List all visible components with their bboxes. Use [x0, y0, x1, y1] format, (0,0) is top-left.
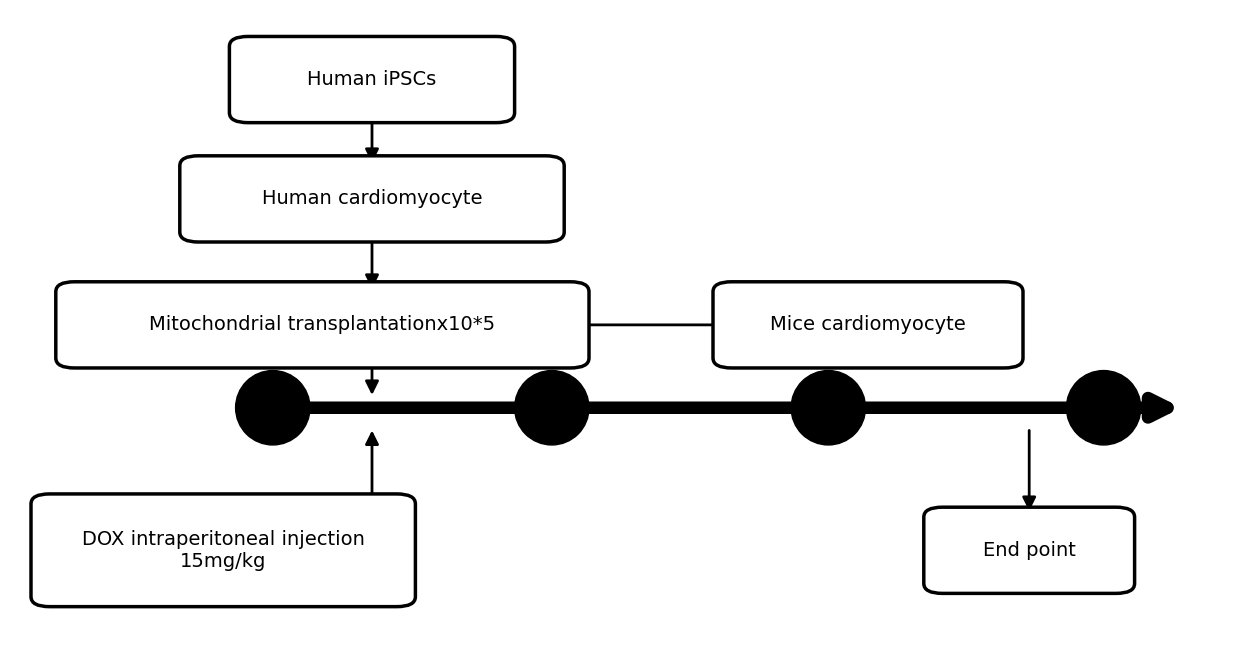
- FancyBboxPatch shape: [56, 282, 589, 368]
- FancyBboxPatch shape: [229, 36, 515, 123]
- Ellipse shape: [515, 371, 589, 445]
- FancyBboxPatch shape: [924, 507, 1135, 593]
- Ellipse shape: [791, 371, 866, 445]
- Text: Human iPSCs: Human iPSCs: [308, 70, 436, 89]
- FancyBboxPatch shape: [31, 494, 415, 607]
- FancyBboxPatch shape: [713, 282, 1023, 368]
- Text: DOX intraperitoneal injection
15mg/kg: DOX intraperitoneal injection 15mg/kg: [82, 530, 365, 571]
- Text: Mitochondrial transplantationx10*5: Mitochondrial transplantationx10*5: [149, 316, 496, 334]
- Ellipse shape: [236, 371, 310, 445]
- Text: End point: End point: [983, 541, 1075, 560]
- FancyBboxPatch shape: [180, 156, 564, 242]
- Ellipse shape: [1066, 371, 1141, 445]
- Text: Human cardiomyocyte: Human cardiomyocyte: [262, 190, 482, 208]
- Text: Mice cardiomyocyte: Mice cardiomyocyte: [770, 316, 966, 334]
